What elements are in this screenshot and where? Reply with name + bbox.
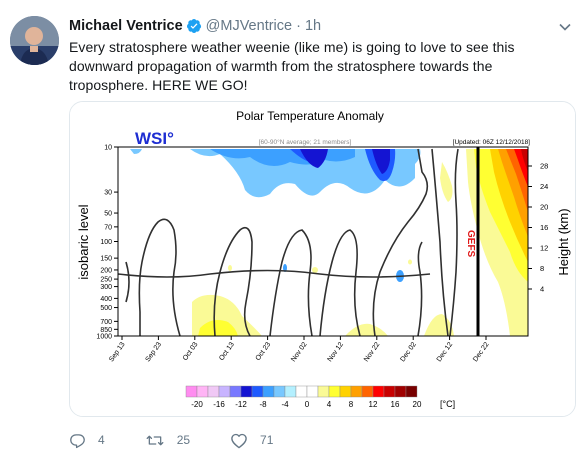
y-ticks-right: 28 24 20 16 12 8 4	[528, 162, 548, 294]
retweet-count: 25	[176, 433, 191, 447]
y-tick-label: 1000	[96, 334, 112, 341]
colorbar-label: -4	[281, 400, 289, 409]
y-right-tick-label: 8	[540, 264, 544, 273]
colorbar-swatch	[207, 385, 220, 398]
tweet-actions: 4 25 71	[69, 428, 313, 452]
timestamp[interactable]: 1h	[304, 18, 322, 34]
colorbar-swatch	[284, 385, 297, 398]
tweet-header: Michael Ventrice @MJVentrice · 1h	[69, 16, 321, 36]
colorbar-label: 8	[349, 400, 354, 409]
colorbar-label: 4	[327, 400, 332, 409]
reply-icon	[70, 433, 85, 448]
colorbar-swatch	[185, 385, 198, 398]
colorbar-label: 16	[391, 400, 400, 409]
colorbar-swatch	[262, 385, 275, 398]
colorbar-label: 0	[305, 400, 310, 409]
colorbar-swatch	[273, 385, 286, 398]
polar-temperature-chart: Polar Temperature Anomaly WSI° [60-90°N …	[70, 102, 575, 416]
y-tick-label: 400	[100, 296, 112, 303]
handle[interactable]: @MJVentrice	[205, 18, 293, 34]
like-count: 71	[260, 433, 274, 447]
y-right-tick-label: 12	[540, 244, 548, 253]
colorbar-swatch	[240, 385, 253, 398]
colorbar-swatch	[361, 385, 374, 398]
y-tick-label: 300	[100, 284, 112, 291]
y-tick-label: 150	[100, 256, 112, 263]
y-tick-label: 30	[104, 190, 112, 197]
colorbar-swatch	[229, 385, 242, 398]
colorbar-label: -16	[213, 400, 225, 409]
like-button[interactable]: 71	[230, 432, 273, 449]
tweet-media[interactable]: Polar Temperature Anomaly WSI° [60-90°N …	[69, 101, 576, 417]
y-right-tick-label: 28	[540, 162, 548, 171]
colorbar-swatch	[328, 385, 341, 398]
colorbar-swatch	[394, 385, 407, 398]
colorbar-labels: -20 -16 -12 -8 -4 0 4 8 12 16 20	[191, 400, 422, 409]
colorbar-unit: [°C]	[440, 399, 455, 409]
y-tick-label: 500	[100, 305, 112, 312]
reply-button[interactable]: 4	[69, 432, 105, 449]
chart-title: Polar Temperature Anomaly	[236, 109, 384, 123]
y-right-tick-label: 20	[540, 203, 548, 212]
chevron-down-icon[interactable]	[558, 20, 572, 34]
tweet-text: Every stratosphere weather weenie (like …	[69, 39, 515, 93]
y-tick-label: 700	[100, 319, 112, 326]
reply-count: 4	[98, 433, 105, 447]
separator-dot: ·	[296, 18, 301, 34]
y-right-tick-label: 16	[540, 223, 548, 232]
chart-subtitle: [60-90°N average; 21 members]	[259, 138, 352, 146]
avatar-image	[10, 16, 59, 65]
y-tick-label: 100	[100, 239, 112, 246]
colorbar-label: 12	[369, 400, 378, 409]
retweet-button[interactable]: 25	[145, 432, 190, 449]
colorbar-swatch	[306, 385, 319, 398]
gefs-marker-label: GEFS	[465, 230, 476, 258]
colorbar-swatch	[372, 385, 385, 398]
colorbar-label: 20	[413, 400, 422, 409]
heart-icon	[231, 433, 247, 448]
y-tick-label: 200	[100, 267, 112, 274]
colorbar-swatch	[295, 385, 308, 398]
colorbar-label: -12	[235, 400, 247, 409]
retweet-icon	[146, 435, 164, 445]
colorbar-swatch	[405, 385, 418, 398]
colorbar-swatch	[350, 385, 363, 398]
colorbar-swatch	[196, 385, 209, 398]
display-name[interactable]: Michael Ventrice	[69, 18, 183, 34]
y-right-tick-label: 4	[540, 285, 544, 294]
y-tick-label: 10	[104, 145, 112, 152]
colorbar-swatch	[218, 385, 231, 398]
chart-updated: [Updated: 06Z 12/12/2018]	[453, 139, 531, 146]
y-tick-label: 50	[104, 211, 112, 218]
chart-logo: WSI°	[135, 129, 174, 148]
colorbar-swatch	[317, 385, 330, 398]
y-axis-right-label: Height (km)	[556, 208, 571, 275]
y-axis-label: isobaric level	[76, 204, 91, 279]
y-tick-label: 250	[100, 277, 112, 284]
plot-area: GEFS	[117, 146, 529, 337]
y-right-tick-label: 24	[540, 182, 548, 191]
y-tick-label: 850	[100, 327, 112, 334]
colorbar-label: -8	[259, 400, 267, 409]
colorbar-swatch	[383, 385, 396, 398]
avatar[interactable]	[10, 16, 59, 65]
y-tick-label: 70	[104, 224, 112, 231]
colorbar-swatch	[251, 385, 264, 398]
verified-badge-icon	[186, 19, 201, 33]
colorbar	[185, 385, 418, 398]
colorbar-swatch	[339, 385, 352, 398]
colorbar-label: -20	[191, 400, 203, 409]
